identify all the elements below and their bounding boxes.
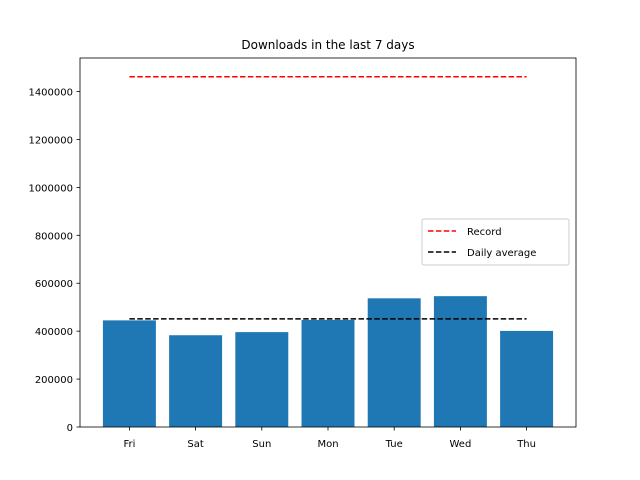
legend: Record Daily average — [421, 218, 570, 266]
legend-label: Record — [467, 227, 502, 238]
x-tick-label: Thu — [516, 439, 536, 450]
plot-area: Fri Sat Sun Mon Tue Wed Thu 0 200000 400000 600000… — [28, 75, 554, 450]
y-tick-label: 200000 — [35, 375, 73, 386]
y-tick-label: 400000 — [35, 327, 73, 338]
chart-title: Downloads in the last 7 days — [241, 38, 414, 52]
bar-tue — [367, 298, 421, 427]
bar-sun — [235, 332, 289, 427]
x-tick-label: Sun — [252, 439, 271, 450]
bar-thu — [500, 330, 554, 427]
plot-frame — [79, 57, 577, 428]
x-tick-label: Fri — [123, 439, 135, 450]
x-tick-label: Tue — [385, 439, 403, 450]
bar-fri — [102, 320, 156, 427]
y-tick-label: 1400000 — [28, 88, 73, 99]
bar-mon — [301, 319, 355, 427]
x-tick-label: Mon — [317, 439, 338, 450]
y-tick-label: 0 — [67, 423, 73, 434]
y-tick-label: 1200000 — [28, 135, 73, 146]
y-tick-label: 800000 — [35, 231, 73, 242]
x-tick-label: Wed — [449, 439, 471, 450]
x-tick-label: Sat — [187, 439, 203, 450]
y-tick-label: 1000000 — [28, 183, 73, 194]
legend-box — [421, 218, 570, 266]
y-tick-label: 600000 — [35, 279, 73, 290]
bar-wed — [433, 296, 487, 427]
bar-sat — [169, 335, 223, 427]
legend-label: Daily average — [467, 248, 536, 259]
